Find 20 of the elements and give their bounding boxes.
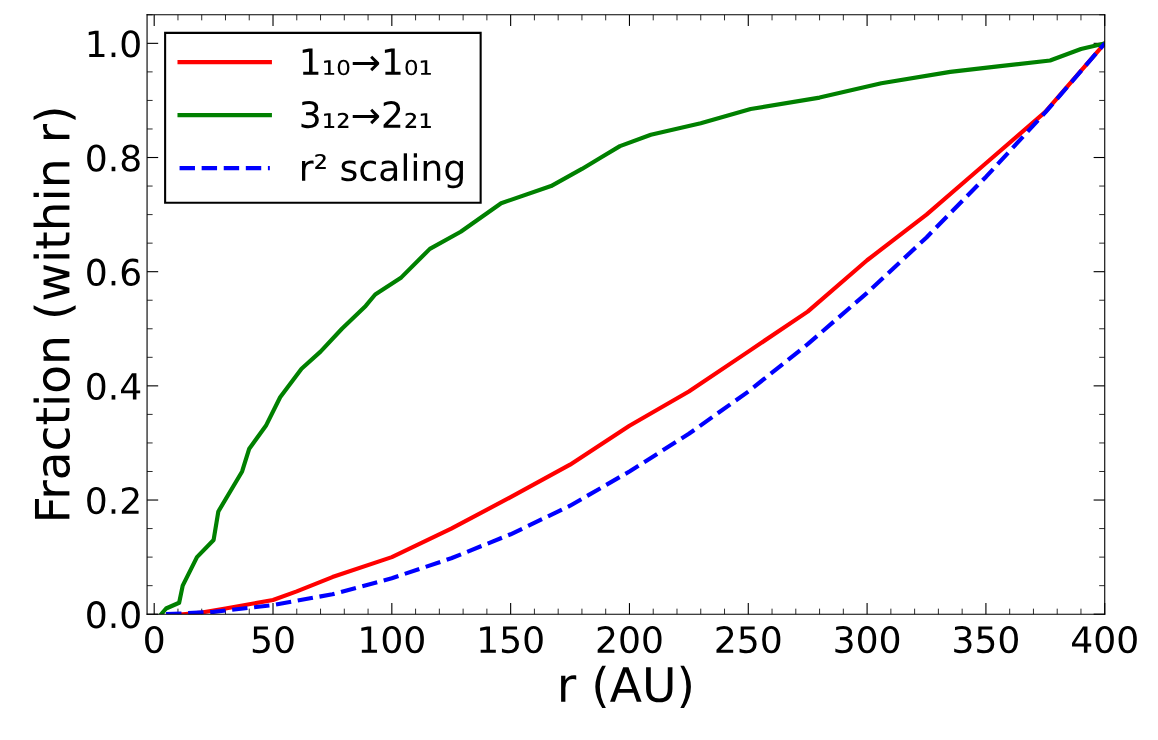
x-axis-title: r (AU)	[561, 665, 691, 708]
y-tick-label: 1.0	[88, 30, 140, 58]
y-tick-label: 0.2	[87, 486, 139, 515]
x-tick-label: 50	[252, 625, 294, 654]
x-tick-label: 200	[597, 625, 662, 654]
x-tick-label: 400	[1072, 625, 1137, 654]
y-axis-title: Fraction (within r)	[33, 109, 76, 519]
x-tick-label: 100	[361, 625, 424, 654]
legend-label: 1₁₀→1₀₁	[302, 48, 431, 76]
x-tick-label: 0	[145, 625, 164, 654]
x-tick-label: 250	[716, 625, 781, 654]
legend-label: 3₁₂→2₂₁	[301, 100, 431, 129]
x-tick-label: 300	[835, 625, 900, 654]
x-tick-label: 150	[480, 625, 543, 654]
y-tick-label: 0.4	[87, 372, 141, 401]
x-tick-label: 350	[954, 625, 1018, 654]
y-tick-label: 0.6	[87, 258, 140, 286]
y-tick-label: 0.8	[87, 144, 140, 172]
y-tick-label: 0.0	[87, 601, 140, 629]
legend-label: r² scaling	[302, 153, 463, 189]
